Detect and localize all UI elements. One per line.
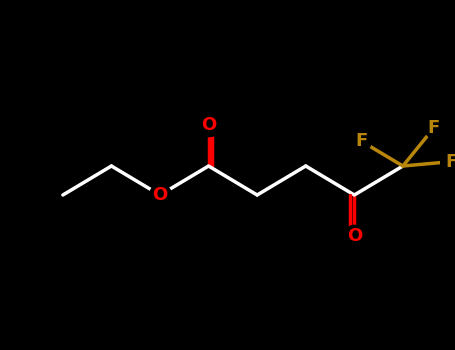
Text: F: F xyxy=(355,132,367,150)
Text: O: O xyxy=(152,186,167,204)
Text: O: O xyxy=(347,226,362,245)
Text: F: F xyxy=(428,119,440,137)
Text: O: O xyxy=(201,117,216,134)
Text: F: F xyxy=(445,153,455,171)
